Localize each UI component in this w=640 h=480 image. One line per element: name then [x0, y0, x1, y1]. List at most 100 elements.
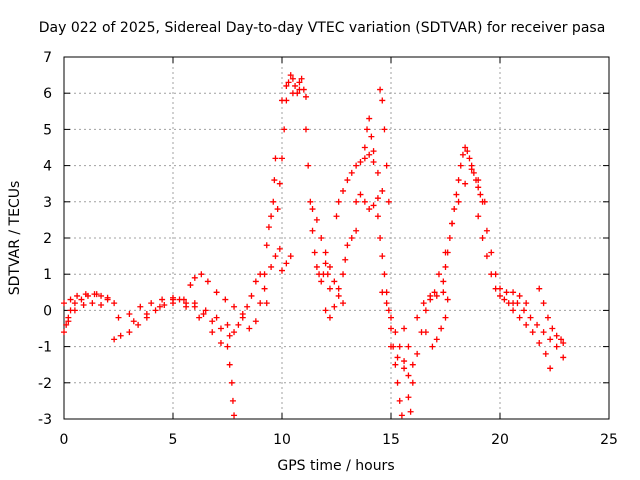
- data-point: [353, 198, 360, 205]
- data-point: [353, 227, 360, 234]
- x-tick-label: 5: [169, 432, 178, 448]
- data-point: [213, 289, 220, 296]
- data-point: [61, 300, 67, 307]
- data-point: [457, 162, 464, 169]
- data-point: [335, 292, 342, 299]
- data-point: [523, 321, 530, 328]
- data-point: [409, 361, 416, 368]
- data-point: [71, 300, 78, 307]
- data-point: [388, 325, 394, 332]
- data-point: [283, 260, 290, 267]
- y-tick-label: -3: [38, 412, 52, 428]
- data-point: [209, 318, 216, 325]
- data-point: [470, 169, 477, 176]
- data-point: [433, 336, 440, 343]
- data-point: [307, 198, 314, 205]
- data-point: [170, 294, 176, 301]
- data-point: [239, 314, 246, 321]
- data-point: [333, 213, 340, 220]
- data-point: [159, 296, 166, 303]
- data-point: [453, 191, 460, 198]
- data-point: [553, 343, 560, 350]
- data-point: [274, 206, 281, 213]
- data-point: [492, 271, 499, 278]
- data-point: [143, 311, 150, 318]
- data-point: [74, 292, 81, 299]
- data-point: [516, 314, 523, 321]
- data-point: [407, 408, 414, 415]
- data-point: [459, 151, 466, 158]
- data-point: [379, 253, 386, 260]
- data-point: [80, 301, 87, 308]
- data-point: [514, 300, 521, 307]
- data-point: [187, 282, 194, 289]
- data-point: [276, 180, 283, 187]
- data-point: [547, 336, 554, 343]
- data-point: [130, 318, 137, 325]
- data-point: [322, 307, 329, 314]
- data-point: [462, 180, 469, 187]
- data-point: [449, 220, 456, 227]
- data-point: [420, 300, 427, 307]
- data-point: [272, 253, 279, 260]
- data-point: [217, 339, 224, 346]
- data-point: [261, 271, 268, 278]
- data-point: [442, 249, 449, 256]
- data-point: [263, 300, 270, 307]
- y-tick-label: 6: [43, 86, 52, 102]
- data-point: [394, 354, 401, 361]
- data-point: [272, 155, 279, 162]
- x-tick-label: 15: [382, 432, 400, 448]
- data-point: [370, 158, 377, 165]
- data-point: [368, 133, 375, 140]
- data-point: [271, 177, 278, 184]
- data-point: [366, 115, 373, 122]
- data-point: [226, 332, 233, 339]
- data-point: [202, 307, 209, 314]
- data-point: [161, 301, 168, 308]
- data-point: [331, 303, 338, 310]
- data-point: [405, 394, 412, 401]
- axis-ticks: 0 5 10 15 20 25 -3 -2 -1 0 1 2 3 4 5 6 7: [38, 50, 618, 448]
- data-point: [381, 271, 388, 278]
- data-point: [433, 292, 440, 299]
- data-point: [322, 249, 329, 256]
- series-points: [61, 72, 567, 419]
- data-point: [191, 274, 198, 281]
- y-axis-label: SDTVAR / TECUs: [7, 181, 23, 296]
- data-point: [279, 97, 285, 104]
- data-point: [152, 307, 159, 314]
- data-point: [111, 336, 118, 343]
- data-point: [344, 177, 351, 184]
- data-point: [229, 397, 236, 404]
- data-point: [331, 278, 338, 285]
- data-point: [265, 224, 272, 231]
- data-point: [444, 296, 451, 303]
- y-tick-label: 2: [43, 231, 52, 247]
- data-point: [318, 235, 325, 241]
- data-point: [510, 307, 517, 314]
- y-tick-label: 0: [43, 303, 52, 319]
- data-point: [183, 303, 190, 310]
- data-point: [226, 361, 233, 368]
- data-point: [401, 358, 408, 365]
- data-point: [279, 267, 285, 274]
- data-point: [361, 198, 368, 205]
- data-point: [364, 126, 371, 133]
- data-point: [224, 321, 231, 328]
- data-point: [529, 329, 536, 336]
- data-point: [298, 75, 305, 82]
- data-point: [289, 75, 296, 82]
- data-point: [383, 300, 390, 307]
- data-point: [374, 213, 381, 220]
- x-tick-label: 20: [491, 432, 509, 448]
- data-point: [357, 158, 364, 165]
- data-point: [213, 314, 220, 321]
- data-point: [309, 227, 316, 234]
- data-point: [549, 325, 556, 332]
- data-point: [148, 300, 155, 307]
- data-point: [377, 86, 384, 93]
- y-tick-label: 3: [43, 195, 52, 211]
- data-point: [135, 321, 142, 328]
